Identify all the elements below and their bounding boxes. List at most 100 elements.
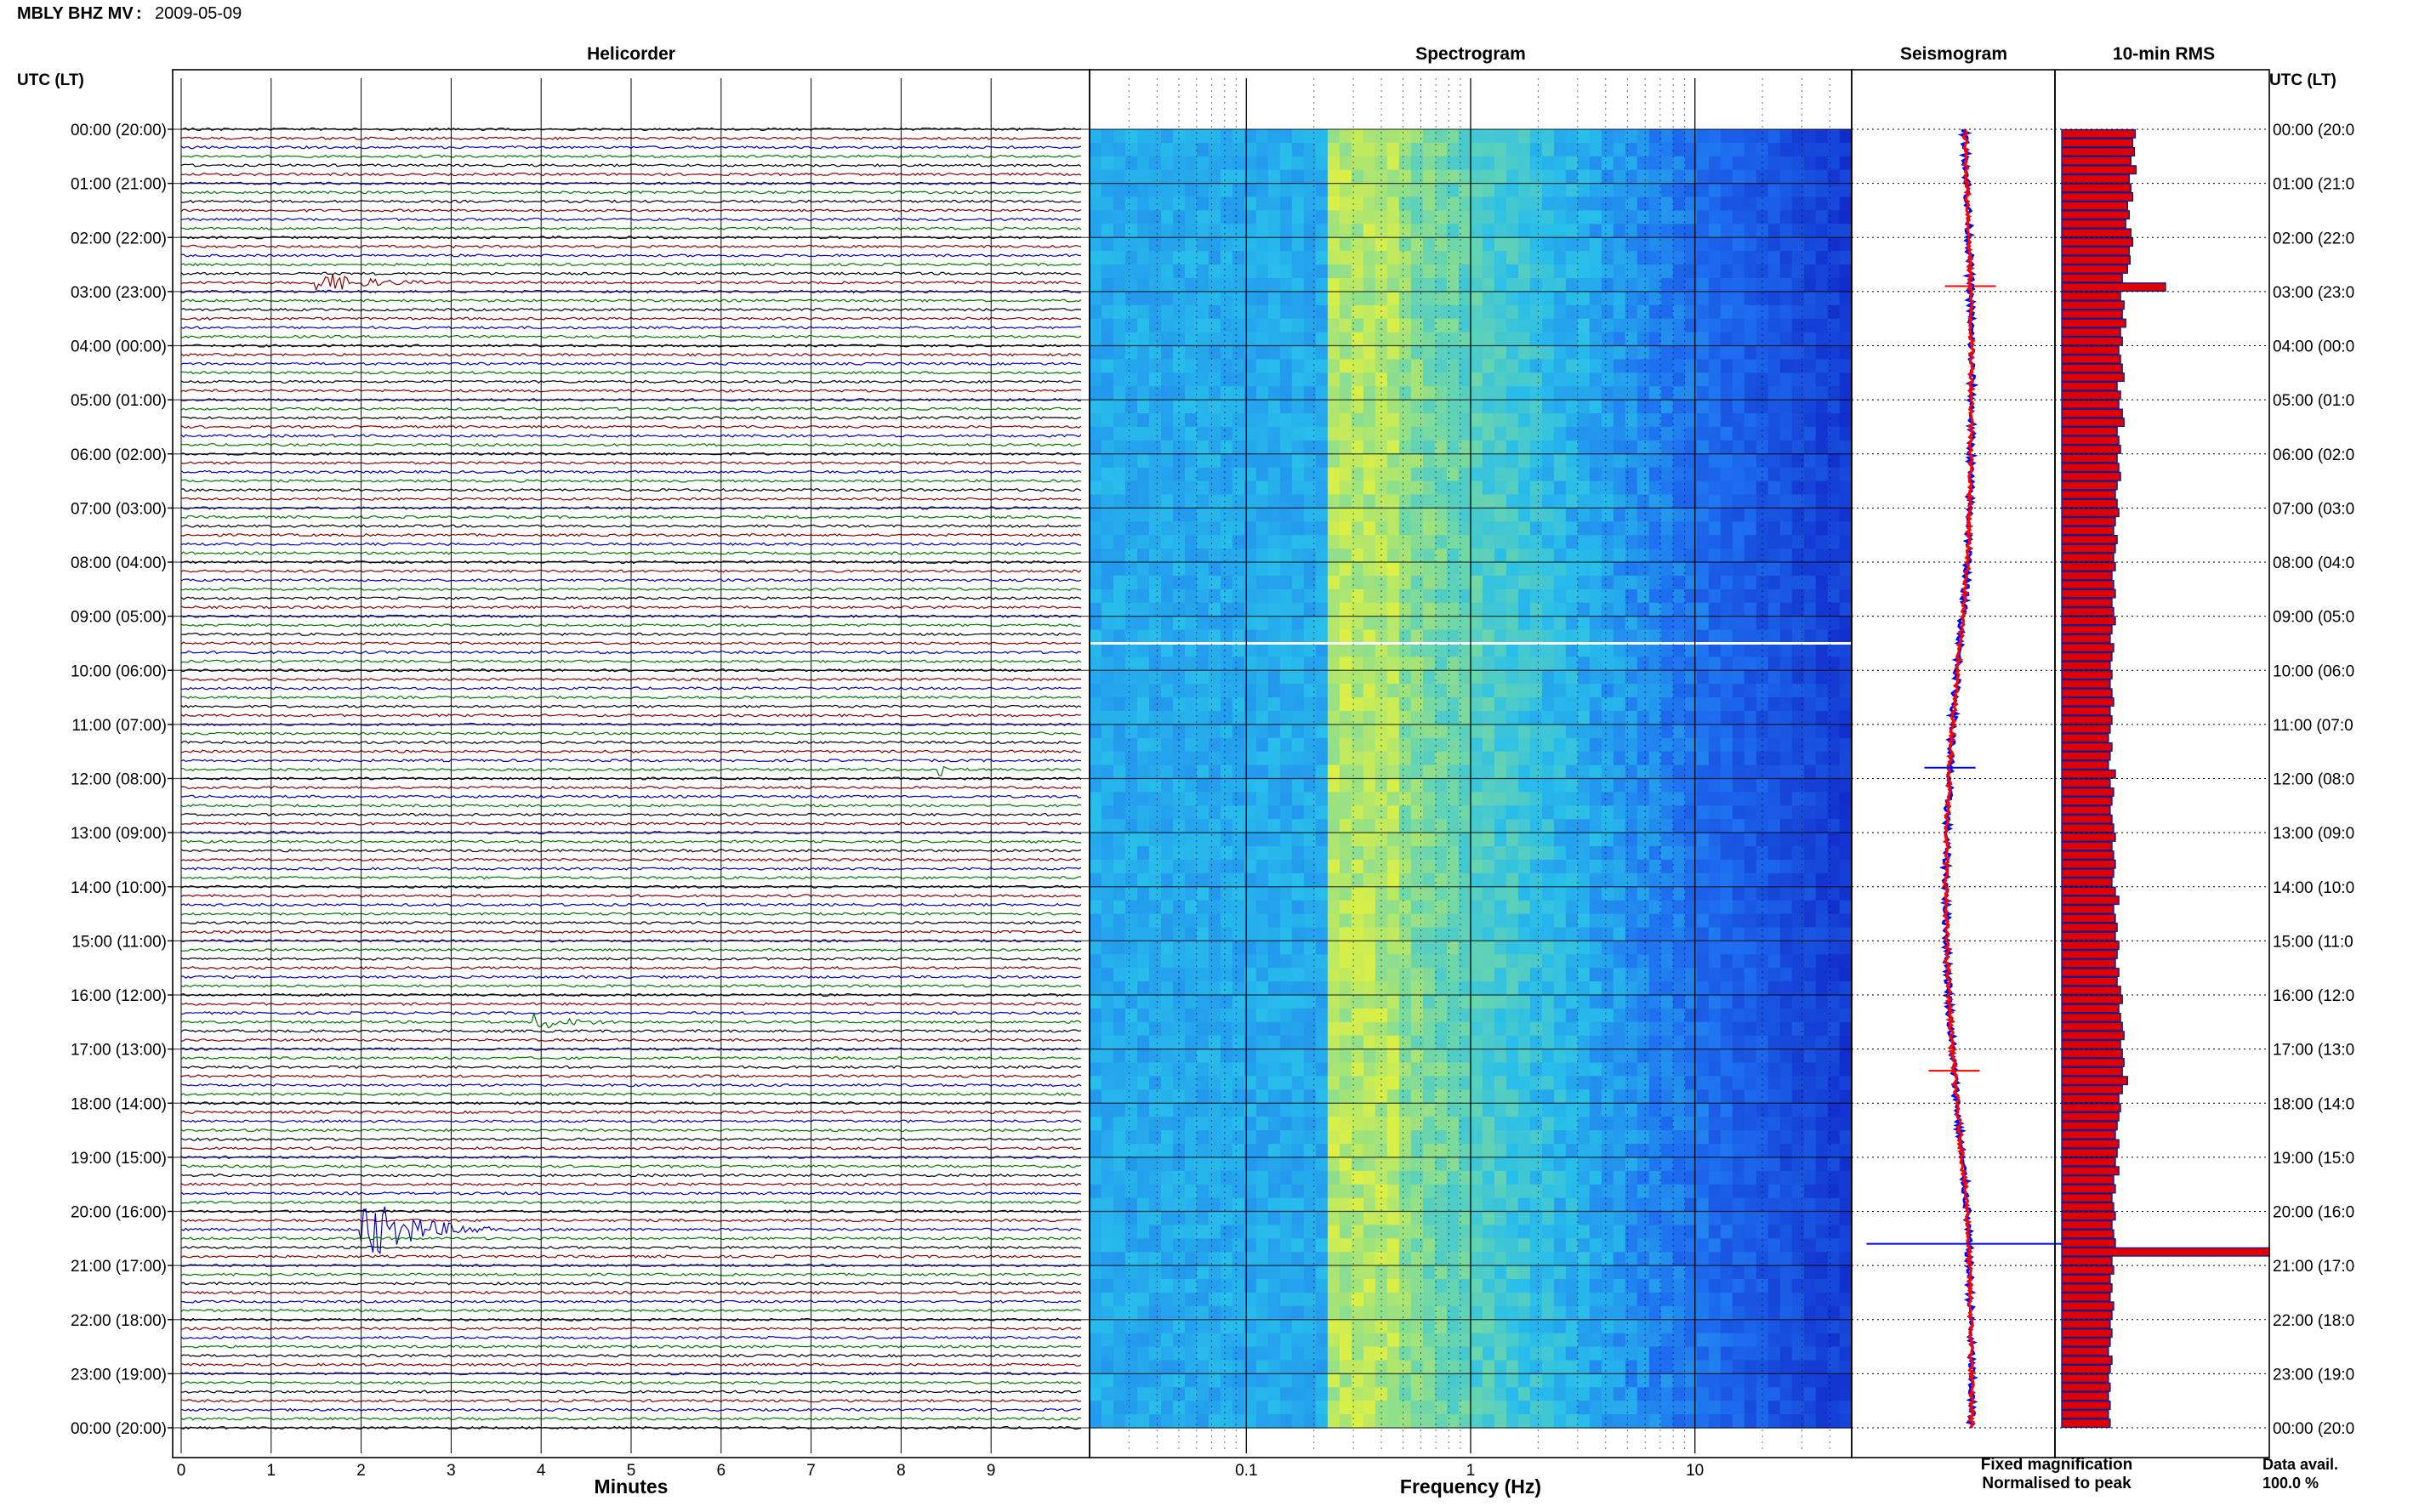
spectrogram-cell: [1434, 413, 1448, 428]
spectrogram-cell: [1279, 453, 1293, 469]
spectrogram-cell: [1197, 372, 1210, 387]
spectrogram-cell: [1434, 251, 1448, 265]
spectrogram-cell: [1398, 873, 1412, 888]
spectrogram-cell: [1351, 1103, 1364, 1117]
spectrogram-cell: [1696, 183, 1710, 198]
spectrogram-cell: [1529, 1021, 1543, 1037]
spectrogram-cell: [1327, 981, 1340, 996]
spectrogram-cell: [1434, 954, 1448, 969]
spectrogram-cell: [1363, 981, 1376, 996]
spectrogram-cell: [1648, 1144, 1662, 1158]
spectrogram-cell: [1446, 549, 1460, 563]
spectrogram-cell: [1565, 467, 1579, 482]
spectrogram-cell: [1149, 332, 1162, 347]
spectrogram-cell: [1327, 778, 1340, 793]
spectrogram-cell: [1803, 251, 1817, 265]
spectrogram-cell: [1565, 1008, 1579, 1023]
spectrogram-cell: [1386, 291, 1400, 306]
spectrogram-cell: [1708, 602, 1722, 617]
spectrogram-cell: [1517, 792, 1531, 806]
spectrogram-cell: [1446, 995, 1460, 1009]
spectrogram-cell: [1541, 684, 1555, 698]
spectrogram-cell: [1494, 1103, 1507, 1117]
spectrogram-cell: [1209, 224, 1221, 238]
spectrogram-cell: [1267, 833, 1281, 847]
spectrogram-cell: [1517, 169, 1531, 185]
spectrogram-cell: [1137, 657, 1150, 671]
spectrogram-cell: [1410, 913, 1424, 929]
spectrogram-cell: [1470, 968, 1483, 982]
spectrogram-cell: [1185, 359, 1198, 373]
spectrogram-cell: [1767, 535, 1781, 549]
spectrogram-cell: [1470, 535, 1483, 549]
spectrogram-cell: [1137, 549, 1150, 563]
spectrogram-cell: [1410, 345, 1424, 360]
spectrogram-cell: [1577, 981, 1591, 996]
spectrogram-cell: [1173, 386, 1186, 401]
spectrogram-cell: [1125, 724, 1138, 739]
spectrogram-cell: [1648, 724, 1662, 739]
spectrogram-cell: [1756, 616, 1769, 631]
spectrogram-cell: [1803, 372, 1817, 387]
spectrogram-cell: [1125, 941, 1138, 955]
spectrogram-cell: [1553, 616, 1567, 631]
spectrogram-cell: [1113, 413, 1126, 428]
spectrogram-cell: [1577, 657, 1591, 671]
spectrogram-cell: [1232, 1076, 1245, 1090]
spectrogram-cell: [1636, 711, 1650, 725]
spectrogram-cell: [1434, 372, 1448, 387]
spectrogram-cell: [1589, 467, 1602, 482]
spectrogram-cell: [1648, 467, 1662, 482]
spectrogram-cell: [1339, 697, 1352, 712]
spectrogram-cell: [1756, 1130, 1769, 1145]
spectrogram-cell: [1113, 549, 1126, 563]
spectrogram-cell: [1553, 819, 1567, 833]
spectrogram-cell: [1494, 156, 1507, 171]
spectrogram-cell: [1577, 1089, 1591, 1104]
spectrogram-cell: [1434, 359, 1448, 373]
spectrogram-cell: [1720, 819, 1733, 833]
spectrogram-cell: [1113, 332, 1126, 347]
spectrogram-cell: [1315, 670, 1329, 685]
spectrogram-cell: [1601, 521, 1614, 536]
spectrogram-cell: [1494, 995, 1507, 1009]
spectrogram-cell: [1660, 846, 1674, 861]
spectrogram-cell: [1446, 833, 1460, 847]
spectrogram-cell: [1815, 575, 1829, 590]
spectrogram-cell: [1720, 332, 1733, 347]
spectrogram-cell: [1696, 372, 1710, 387]
spectrogram-cell: [1625, 927, 1638, 941]
spectrogram-cell: [1613, 264, 1626, 279]
spectrogram-cell: [1255, 508, 1269, 522]
spectrogram-cell: [1625, 304, 1638, 320]
spectrogram-cell: [1744, 426, 1757, 441]
spectrogram-cell: [1161, 210, 1174, 225]
spectrogram-cell: [1482, 737, 1495, 753]
spectrogram-cell: [1720, 359, 1733, 373]
spectrogram-cell: [1221, 778, 1233, 793]
spectrogram-cell: [1422, 995, 1436, 1009]
spectrogram-cell: [1732, 169, 1745, 185]
spectrogram-cell: [1482, 426, 1495, 441]
spectrogram-cell: [1363, 494, 1376, 509]
spectrogram-cell: [1363, 602, 1376, 617]
spectrogram-cell: [1303, 833, 1317, 847]
spectrogram-cell: [1779, 575, 1793, 590]
spectrogram-cell: [1351, 670, 1364, 685]
spectrogram-cell: [1221, 670, 1233, 685]
spectrogram-cell: [1185, 453, 1198, 469]
spectrogram-cell: [1149, 643, 1162, 657]
spectrogram-cell: [1613, 237, 1626, 252]
spectrogram-cell: [1827, 657, 1841, 671]
spectrogram-cell: [1779, 142, 1793, 157]
spectrogram-cell: [1720, 886, 1733, 901]
spectrogram-cell: [1672, 737, 1686, 753]
spectrogram-cell: [1125, 156, 1138, 171]
spectrogram-cell: [1779, 549, 1793, 563]
spectrogram-cell: [1708, 711, 1722, 725]
spectrogram-cell: [1221, 913, 1233, 929]
spectrogram-cell: [1779, 467, 1793, 482]
spectrogram-cell: [1185, 1049, 1198, 1064]
spectrogram-cell: [1767, 386, 1781, 401]
spectrogram-cell: [1339, 169, 1352, 185]
